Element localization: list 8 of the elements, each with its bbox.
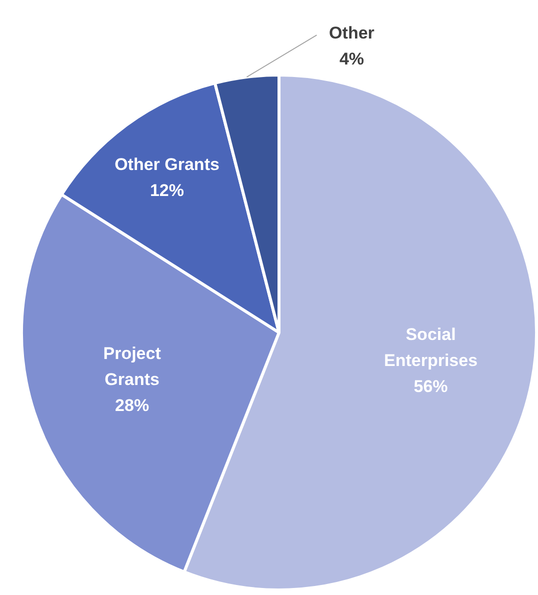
slice-label: Other Grants (114, 155, 220, 174)
slice-label: Other (329, 24, 375, 43)
slice-label: Project Grants (103, 344, 162, 389)
data-label: 56% (414, 377, 448, 396)
data-label: 28% (115, 396, 150, 415)
data-label: 12% (150, 181, 184, 200)
slice-label: Social Enterprises (384, 325, 478, 370)
data-label: 4% (339, 50, 364, 69)
